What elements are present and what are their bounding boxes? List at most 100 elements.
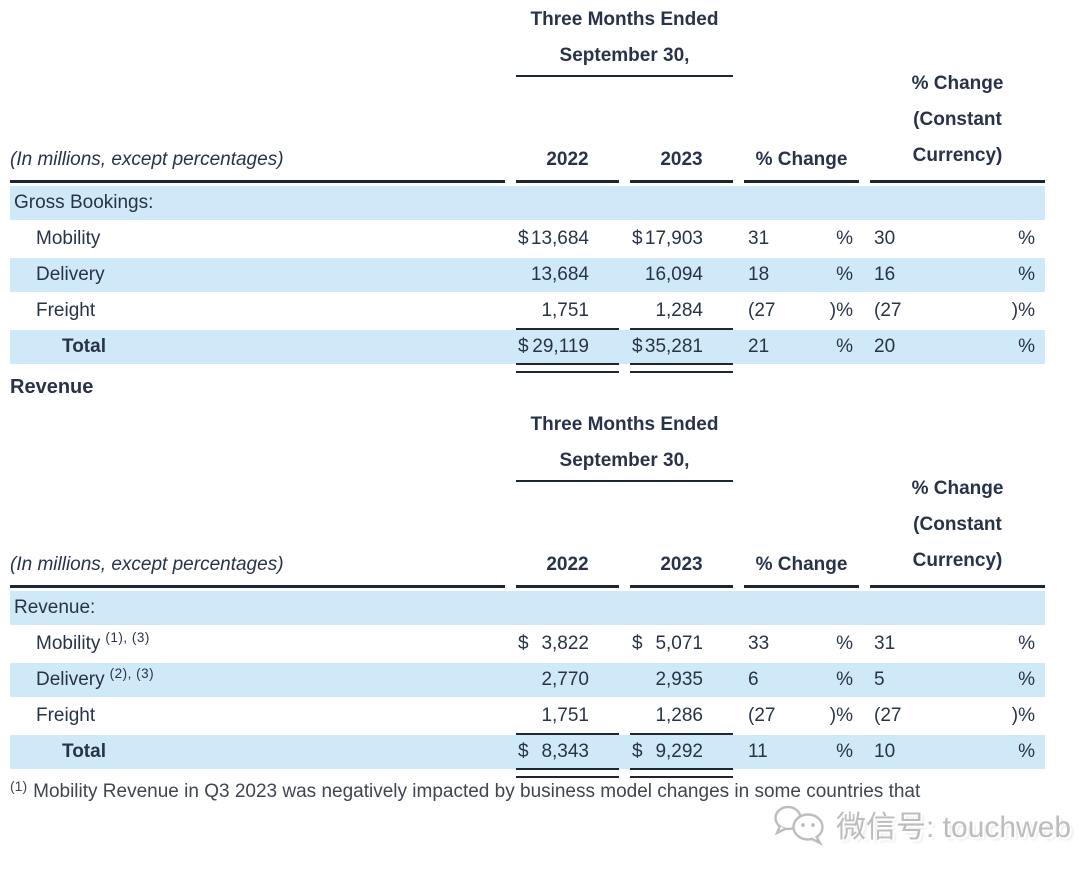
empty-cell: [630, 186, 733, 220]
period-line1: Three Months Ended: [530, 9, 719, 30]
empty-cell: [870, 186, 1045, 220]
period-line2: September 30,: [559, 45, 690, 66]
col-header-pct-change: % Change: [744, 148, 859, 183]
cell-2022: 1,751: [516, 699, 619, 735]
row-label: Revenue:: [10, 591, 505, 625]
cell-pct-change: 18%: [744, 258, 859, 292]
gross-bookings-table: Three Months Ended September 30, (In mil…: [0, 0, 1080, 375]
section-heading-revenue: Revenue: [10, 376, 94, 398]
amount-value: 2,770: [541, 669, 589, 690]
amount-value: 9,292: [655, 741, 703, 762]
period-header: Three Months Ended September 30,: [516, 2, 733, 77]
percent-sign: )%: [829, 300, 853, 321]
watermark-text: 微信号: touchweb: [836, 811, 1072, 844]
currency-symbol: $: [518, 228, 529, 249]
column-header-row: (In millions, except percentages) 2022 2…: [10, 405, 1045, 588]
col-header-2023: 2023: [630, 553, 733, 588]
cell-2022: 2,770: [516, 663, 619, 697]
amount-value: 3,822: [541, 633, 589, 654]
percent-sign: %: [1018, 633, 1035, 654]
row-label: Total: [10, 735, 505, 769]
percent-sign: %: [1018, 228, 1035, 249]
row-label-text: Total: [62, 336, 106, 357]
percent-sign: %: [836, 264, 853, 285]
amount-value: 29,119: [532, 336, 589, 357]
row-label-superscript: (2), (3): [109, 665, 155, 681]
col-header-pct-change-constant-currency: % Change (Constant Currency): [870, 471, 1045, 588]
percent-value: (27: [874, 300, 902, 321]
amount-value: 1,751: [541, 705, 589, 726]
empty-cell: [516, 591, 619, 625]
percent-value: 11: [748, 741, 768, 762]
amount-value: 13,684: [530, 228, 589, 249]
cell-2023: $5,071: [630, 627, 733, 661]
cell-pct-change-constant-currency: (27)%: [870, 294, 1045, 328]
percent-value: 31: [874, 633, 896, 654]
section-row: Revenue:: [10, 591, 1045, 625]
row-label-text: Total: [62, 741, 106, 762]
wechat-icon: [774, 805, 824, 846]
footnote-1: (1) Mobility Revenue in Q3 2023 was negat…: [10, 778, 1010, 803]
period-line2: September 30,: [559, 450, 690, 471]
percent-value: (27: [874, 705, 902, 726]
percent-sign: )%: [1011, 300, 1035, 321]
percent-value: 10: [874, 741, 896, 762]
table-row: Delivery 13,684 16,094 18% 16%: [10, 258, 1045, 292]
cell-pct-change: (27)%: [744, 699, 859, 733]
row-label-text: Freight: [36, 705, 96, 726]
amount-value: 1,286: [655, 705, 703, 726]
unit-note: (In millions, except percentages): [10, 553, 505, 588]
cell-pct-change: 6%: [744, 663, 859, 697]
percent-sign: )%: [829, 705, 853, 726]
cell-pct-change-constant-currency: 30%: [870, 222, 1045, 256]
percent-sign: %: [836, 669, 853, 690]
percent-value: (27: [748, 705, 776, 726]
cell-2023: $35,281: [630, 330, 733, 373]
cell-2023: 1,284: [630, 294, 733, 330]
percent-sign: %: [836, 633, 853, 654]
amount-value: 16,094: [644, 264, 703, 285]
percent-sign: %: [1018, 336, 1035, 357]
currency-symbol: $: [518, 633, 529, 654]
cell-2023: 16,094: [630, 258, 733, 292]
column-header-row: (In millions, except percentages) 2022 2…: [10, 0, 1045, 183]
empty-cell: [870, 591, 1045, 625]
cell-2022: $13,684: [516, 222, 619, 256]
amount-value: 13,684: [530, 264, 589, 285]
percent-value: 16: [874, 264, 896, 285]
cell-pct-change-constant-currency: 10%: [870, 735, 1045, 769]
row-label-text: Mobility: [36, 228, 101, 249]
watermark: 微信号: touchweb: [772, 802, 1071, 846]
cell-2023: 1,286: [630, 699, 733, 735]
table-row: Freight 1,751 1,284 (27)% (27)%: [10, 294, 1045, 330]
row-label-superscript: (1), (3): [105, 629, 150, 645]
percent-value: 5: [874, 669, 885, 690]
currency-symbol: $: [518, 336, 529, 357]
table-body: Revenue: Mobility (1), (3) $3,822 $5,071 33% 3…: [10, 591, 1045, 778]
cc-header-line: % Change: [911, 478, 1004, 499]
footnote-superscript: (1): [10, 778, 28, 794]
cell-2022: $8,343: [516, 735, 619, 778]
row-label: Gross Bookings:: [10, 186, 505, 220]
row-label: Total: [10, 330, 505, 364]
table-row: Freight 1,751 1,286 (27)% (27)%: [10, 699, 1045, 735]
currency-symbol: $: [632, 336, 643, 357]
col-header-pct-change-constant-currency: % Change (Constant Currency): [870, 66, 1045, 183]
cell-pct-change: (27)%: [744, 294, 859, 328]
cell-pct-change: 31%: [744, 222, 859, 256]
cc-header-line: Currency): [912, 550, 1003, 571]
percent-sign: %: [1018, 669, 1035, 690]
cell-2023: $9,292: [630, 735, 733, 778]
percent-sign: %: [1018, 264, 1035, 285]
percent-sign: %: [836, 336, 853, 357]
revenue-table: Three Months Ended September 30, (In mil…: [0, 405, 1080, 780]
row-label-text: Gross Bookings:: [14, 192, 154, 213]
period-line1: Three Months Ended: [530, 414, 719, 435]
section-row: Gross Bookings:: [10, 186, 1045, 220]
row-label-text: Mobility: [36, 633, 101, 654]
row-label: Mobility: [10, 222, 505, 256]
col-header-2022: 2022: [516, 553, 619, 588]
table-row: Mobility (1), (3) $3,822 $5,071 33% 31%: [10, 627, 1045, 661]
col-header-2022: 2022: [516, 148, 619, 183]
